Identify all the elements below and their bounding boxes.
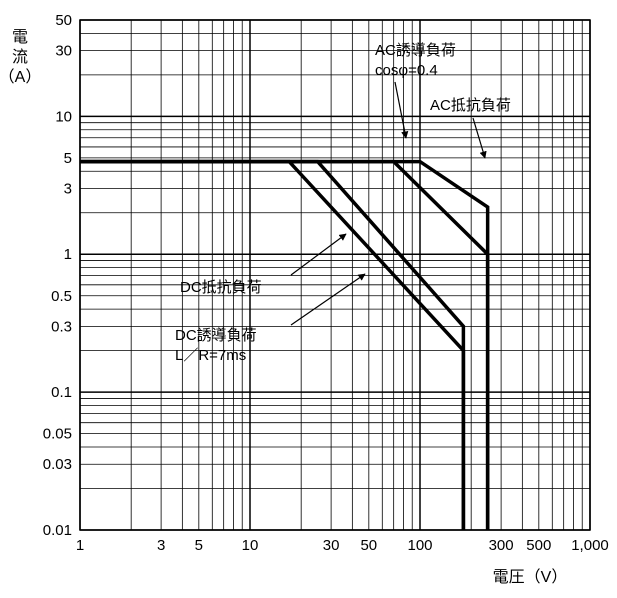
x-tick: 10 bbox=[242, 537, 259, 554]
y-tick: 10 bbox=[55, 108, 72, 125]
y-tick: 50 bbox=[55, 12, 72, 29]
y-axis-label: 流 bbox=[12, 48, 28, 66]
label-ac_inductive: AC誘導負荷 bbox=[375, 42, 456, 59]
x-tick: 1 bbox=[76, 537, 84, 554]
x-axis-label: 電圧（V） bbox=[493, 568, 568, 586]
label2-dc_inductive: L／R=7ms bbox=[175, 347, 246, 364]
label-dc_inductive: DC誘導負荷 bbox=[175, 327, 257, 344]
y-axis-label: （A） bbox=[0, 68, 41, 86]
y-tick: 0.01 bbox=[43, 522, 72, 539]
y-axis-label: 電 bbox=[12, 29, 28, 46]
y-tick: 30 bbox=[55, 43, 72, 60]
x-tick: 50 bbox=[360, 537, 377, 554]
label2-ac_inductive: cosφ=0.4 bbox=[375, 62, 438, 79]
x-tick: 500 bbox=[526, 537, 551, 554]
y-tick: 5 bbox=[64, 150, 72, 167]
x-tick: 5 bbox=[195, 537, 203, 554]
y-tick: 0.1 bbox=[51, 384, 72, 401]
x-tick: 30 bbox=[323, 537, 340, 554]
y-tick: 0.5 bbox=[51, 288, 72, 305]
x-tick: 300 bbox=[489, 537, 514, 554]
chart-container: { "chart": { "type": "loglog-line", "wid… bbox=[0, 0, 617, 598]
x-tick: 100 bbox=[407, 537, 432, 554]
y-tick: 0.05 bbox=[43, 426, 72, 443]
loglog-chart: AC抵抗負荷 AC誘導負荷 cosφ=0.4 DC抵抗負荷 DC誘導負荷 L／R=7ms 1… bbox=[0, 0, 617, 598]
y-tick: 0.03 bbox=[43, 456, 72, 473]
x-tick: 3 bbox=[157, 537, 165, 554]
y-tick: 1 bbox=[64, 246, 72, 263]
label-ac_resistive: AC抵抗負荷 bbox=[430, 97, 511, 114]
label-dc_resistive: DC抵抗負荷 bbox=[180, 279, 262, 296]
y-tick: 0.3 bbox=[51, 318, 72, 335]
y-tick: 3 bbox=[64, 180, 72, 197]
x-tick: 1,000 bbox=[571, 537, 609, 554]
